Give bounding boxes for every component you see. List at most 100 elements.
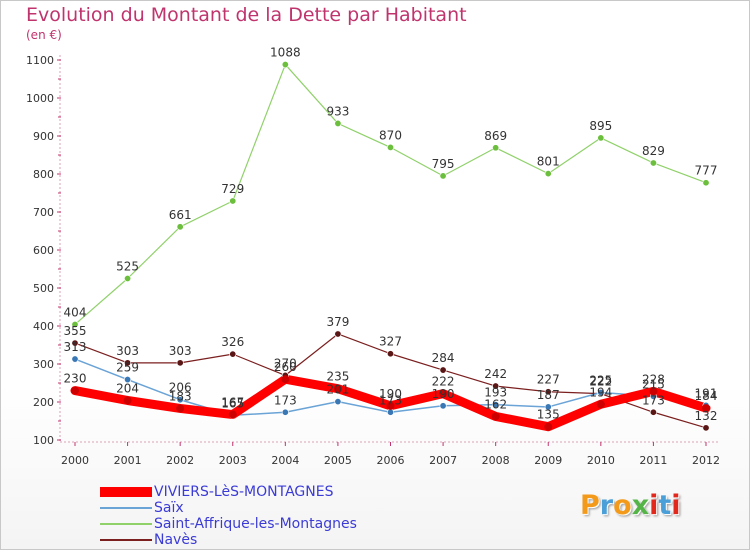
data-label: 895 [589, 119, 612, 133]
data-point [544, 403, 552, 411]
y-tick-label: 100 [33, 434, 54, 447]
legend-label: Saint-Affrique-les-Montagnes [154, 516, 357, 532]
y-tick-label: 200 [33, 396, 54, 409]
data-point [702, 179, 710, 187]
chart-title: Evolution du Montant de la Dette par Hab… [26, 4, 467, 26]
data-label: 230 [64, 372, 87, 386]
data-label: 191 [695, 386, 718, 400]
data-point [596, 400, 605, 409]
data-point [123, 396, 132, 405]
logo-letter: r [599, 490, 614, 521]
data-point [333, 384, 342, 393]
data-label: 870 [379, 128, 402, 142]
data-point [176, 223, 184, 231]
data-point [124, 376, 132, 384]
data-point [702, 424, 710, 432]
data-label: 729 [221, 182, 244, 196]
data-point [71, 320, 79, 328]
logo-letter: i [649, 490, 659, 521]
data-label: 869 [484, 129, 507, 143]
data-point [386, 350, 394, 358]
x-tick-label: 2000 [61, 454, 89, 467]
data-point [439, 402, 447, 410]
data-point [597, 388, 605, 396]
data-label: 204 [116, 381, 139, 395]
legend-swatch [100, 507, 152, 509]
logo-letter: t [658, 490, 672, 521]
data-label: 173 [642, 393, 665, 407]
data-point [386, 143, 394, 151]
data-point [544, 422, 553, 431]
data-point [649, 408, 657, 416]
data-label: 933 [326, 104, 349, 118]
data-label: 313 [64, 340, 87, 354]
x-tick-label: 2009 [534, 454, 562, 467]
y-tick-label: 800 [33, 168, 54, 181]
data-point [228, 410, 237, 419]
data-label: 222 [432, 375, 455, 389]
x-tick-label: 2004 [271, 454, 299, 467]
data-label: 173 [274, 393, 297, 407]
data-label: 259 [116, 361, 139, 375]
y-tick-label: 1100 [26, 54, 54, 67]
data-label: 215 [642, 377, 665, 391]
x-tick-label: 2012 [692, 454, 720, 467]
data-label: 303 [169, 344, 192, 358]
x-tick-label: 2005 [324, 454, 352, 467]
y-tick-label: 600 [33, 244, 54, 257]
data-point [597, 134, 605, 142]
y-tick-label: 700 [33, 206, 54, 219]
data-label: 225 [589, 374, 612, 388]
data-point [281, 375, 290, 384]
data-point [281, 61, 289, 69]
x-tick-label: 2008 [482, 454, 510, 467]
data-label: 661 [169, 208, 192, 222]
logo-letter: x [631, 490, 650, 521]
y-tick-label: 500 [33, 282, 54, 295]
data-label: 525 [116, 260, 139, 274]
data-point [71, 386, 79, 395]
proxiti-logo: Proxiti [580, 490, 681, 521]
data-label: 187 [537, 388, 560, 402]
data-label: 135 [537, 408, 560, 422]
x-tick-label: 2003 [219, 454, 247, 467]
data-label: 404 [64, 305, 87, 319]
legend-swatch [100, 523, 152, 525]
data-label: 1088 [270, 46, 301, 60]
data-point [334, 119, 342, 127]
data-label: 777 [695, 164, 718, 178]
data-label: 201 [326, 383, 349, 397]
data-label: 326 [221, 335, 244, 349]
data-label: 829 [642, 144, 665, 158]
legend-label: Saïx [154, 500, 184, 516]
data-point [649, 159, 657, 167]
data-label: 190 [379, 387, 402, 401]
data-point [544, 170, 552, 178]
data-point [334, 330, 342, 338]
data-point [71, 339, 79, 347]
data-point [229, 197, 237, 205]
x-tick-label: 2011 [639, 454, 667, 467]
data-point [334, 398, 342, 406]
legend-label: Navès [154, 532, 198, 548]
data-label: 227 [537, 373, 560, 387]
logo-letter: o [613, 490, 632, 521]
data-label: 284 [432, 351, 455, 365]
data-label: 355 [64, 324, 87, 338]
data-label: 165 [221, 396, 244, 410]
data-label: 173 [379, 393, 402, 407]
x-tick-label: 2006 [377, 454, 405, 467]
data-label: 303 [116, 344, 139, 358]
data-label: 327 [379, 335, 402, 349]
data-label: 167 [221, 396, 244, 410]
y-tick-label: 1000 [26, 92, 54, 105]
legend-label: VIVIERS-LèS-MONTAGNES [154, 484, 334, 500]
data-point [386, 401, 395, 410]
data-point [124, 274, 132, 282]
data-point [229, 350, 237, 358]
data-point [702, 404, 710, 413]
data-label: 242 [484, 367, 507, 381]
y-tick-label: 900 [33, 130, 54, 143]
x-tick-label: 2002 [166, 454, 194, 467]
data-label: 260 [274, 360, 297, 374]
